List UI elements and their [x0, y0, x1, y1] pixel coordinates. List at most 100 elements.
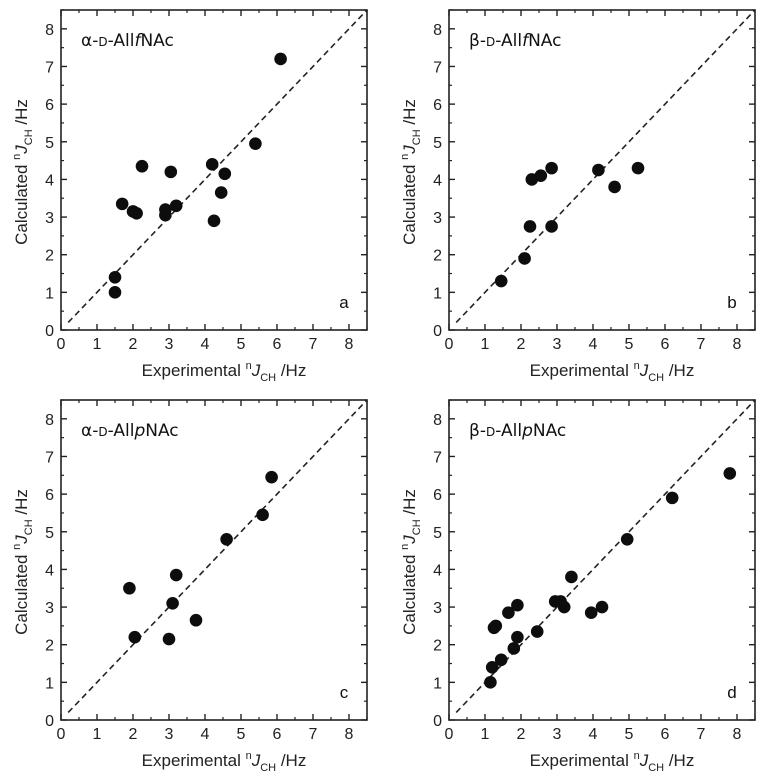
y-tick-label: 5: [45, 525, 54, 542]
x-tick-label: 6: [273, 336, 282, 353]
x-tick-label: 5: [237, 726, 246, 743]
x-tick-label: 1: [93, 336, 102, 353]
data-point: [545, 161, 558, 175]
y-tick-label: 3: [433, 210, 442, 227]
panel-title-prefix: α-: [81, 421, 98, 441]
x-tick-label: 6: [661, 726, 670, 743]
panel-title: β-d-AllfNAc: [469, 31, 561, 51]
x-tick-label: 8: [733, 336, 742, 353]
x-axis-title-sup: n: [634, 360, 640, 372]
x-axis-title-sub: CH: [260, 762, 276, 774]
y-tick-label: 2: [433, 248, 442, 265]
x-axis-title-sub: CH: [648, 762, 664, 774]
data-point: [584, 606, 598, 620]
x-tick-label: 6: [661, 336, 670, 353]
data-point: [494, 653, 508, 667]
x-tick-label: 4: [589, 726, 598, 743]
data-point: [205, 158, 219, 171]
data-point: [115, 197, 129, 211]
y-tick-label: 0: [45, 713, 54, 730]
plot-frame: [60, 9, 368, 331]
x-tick-label: 5: [625, 726, 634, 743]
data-point: [565, 570, 578, 584]
panel-title: β-d-AllpNAc: [469, 421, 566, 441]
data-point: [545, 220, 558, 233]
data-point: [265, 470, 278, 484]
plot-frame: [448, 9, 756, 331]
y-tick-label: 0: [433, 713, 442, 730]
data-point: [511, 630, 524, 644]
data-point: [507, 642, 521, 655]
y-tick-label: 8: [433, 412, 442, 429]
data-point: [162, 632, 176, 646]
y-tick-label: 3: [45, 600, 54, 617]
y-tick-label: 1: [433, 285, 442, 302]
reference-line: [455, 9, 756, 324]
x-tick-label: 2: [129, 726, 138, 743]
y-axis-title-base: Calculated: [12, 160, 31, 245]
data-point: [169, 199, 183, 213]
y-tick-label: 4: [433, 562, 442, 579]
y-tick-label: 2: [45, 638, 54, 655]
panel-title-suffix: NAc: [528, 31, 561, 51]
y-axis-title-unit: /Hz: [12, 99, 31, 129]
y-axis-title: Calculated nJCH /Hz: [399, 99, 423, 245]
panel-title-smallcaps: d: [486, 35, 495, 49]
y-tick-label: 1: [45, 285, 54, 302]
x-tick-label: 2: [517, 726, 526, 743]
data-point: [620, 532, 634, 546]
x-axis-title-symbol: J: [639, 361, 649, 380]
panel-title-mid: -All: [495, 31, 522, 51]
x-tick-label: 4: [201, 726, 210, 743]
x-axis-title-unit: /Hz: [664, 361, 694, 380]
y-tick-label: 2: [45, 248, 54, 265]
x-tick-label: 2: [517, 336, 526, 353]
data-point: [169, 568, 183, 582]
y-tick-label: 5: [433, 525, 442, 542]
y-axis-title-sub: CH: [411, 519, 423, 535]
panel-title-italic: p: [521, 421, 533, 441]
data-point: [534, 169, 548, 182]
panel-title-suffix: NAc: [140, 31, 173, 51]
reference-line: [67, 399, 368, 714]
x-axis-title-sup: n: [246, 750, 252, 762]
y-tick-label: 6: [433, 97, 442, 114]
x-axis-title-unit: /Hz: [276, 361, 306, 380]
data-point: [220, 532, 233, 546]
data-point: [511, 598, 524, 612]
reference-line: [67, 9, 368, 324]
y-axis-title-base: Calculated: [400, 550, 419, 635]
panel-title-suffix: NAc: [145, 421, 178, 441]
y-tick-label: 0: [433, 323, 442, 340]
data-point: [214, 186, 228, 199]
data-point: [665, 491, 679, 505]
panel-b: 0 1 2 3 4 5 6 7 8 0 1 2 3 4 5 6 7 8 β-d-AllfNAc b Experiment…: [399, 9, 756, 384]
panel-title-prefix: β-: [469, 31, 486, 51]
data-point: [530, 625, 544, 638]
x-tick-label: 7: [309, 336, 318, 353]
data-point: [595, 600, 609, 614]
data-point: [631, 161, 645, 175]
y-axis-title-base: Calculated: [400, 160, 419, 245]
panel-title-italic: f: [522, 31, 531, 51]
x-tick-label: 4: [589, 336, 598, 353]
x-tick-label: 6: [273, 726, 282, 743]
y-tick-label: 5: [433, 135, 442, 152]
data-point: [523, 220, 537, 233]
x-axis-title-sup: n: [246, 360, 252, 372]
x-axis-title-base: Experimental: [530, 751, 634, 770]
y-axis-title: Calculated nJCH /Hz: [11, 489, 35, 635]
panel-title-suffix: NAc: [533, 421, 566, 441]
y-tick-label: 1: [433, 675, 442, 692]
y-axis-title-sup: n: [11, 154, 23, 160]
y-tick-label: 6: [433, 487, 442, 504]
y-axis-title-unit: /Hz: [400, 99, 419, 129]
y-axis-title-sub: CH: [23, 129, 35, 145]
y-tick-label: 7: [433, 59, 442, 76]
y-tick-label: 2: [433, 638, 442, 655]
x-tick-label: 8: [345, 726, 354, 743]
panel-a: 0 1 2 3 4 5 6 7 8 0 1 2 3 4 5 6 7 8 α-d-AllfNAc a Experiment…: [11, 9, 368, 384]
data-point: [123, 581, 136, 595]
y-tick-label: 4: [433, 172, 442, 189]
plot-frame: [60, 399, 368, 721]
